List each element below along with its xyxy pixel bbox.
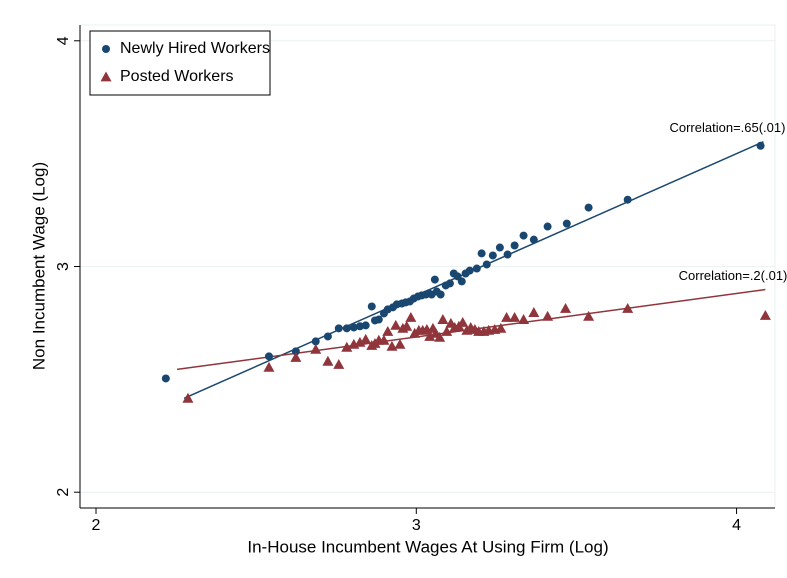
triangle-marker bbox=[457, 316, 469, 327]
circle-marker bbox=[367, 302, 376, 311]
circle-marker bbox=[323, 332, 332, 341]
circle-marker bbox=[102, 45, 110, 53]
circle-marker bbox=[756, 141, 765, 150]
x-tick-label: 4 bbox=[732, 517, 741, 534]
triangle-marker bbox=[441, 326, 453, 336]
circle-marker bbox=[510, 241, 519, 250]
circle-marker bbox=[562, 219, 571, 228]
triangle-marker bbox=[560, 302, 572, 313]
triangle-marker bbox=[341, 341, 353, 352]
annotation: Correlation=.2(.01) bbox=[679, 268, 787, 283]
circle-marker bbox=[543, 222, 552, 231]
triangle-marker bbox=[437, 314, 449, 324]
triangle-marker bbox=[434, 331, 446, 342]
y-tick-label: 2 bbox=[55, 488, 72, 497]
triangle-marker bbox=[405, 312, 417, 322]
legend-label: Posted Workers bbox=[120, 68, 234, 85]
triangle-marker bbox=[322, 355, 334, 366]
annotation: Correlation=.65(.01) bbox=[669, 120, 785, 135]
circle-marker bbox=[161, 374, 170, 383]
circle-marker bbox=[503, 250, 512, 259]
circle-marker bbox=[445, 279, 454, 288]
triangle-marker bbox=[378, 334, 390, 345]
circle-marker bbox=[519, 231, 528, 240]
circle-marker bbox=[349, 323, 358, 332]
legend-box bbox=[89, 30, 271, 96]
circle-marker bbox=[436, 290, 445, 299]
circle-marker bbox=[342, 324, 351, 333]
circle-marker bbox=[482, 260, 491, 269]
triangle-marker bbox=[509, 312, 521, 322]
circle-marker bbox=[291, 347, 300, 356]
triangle-marker bbox=[424, 330, 436, 341]
circle-marker bbox=[529, 235, 538, 244]
triangle-marker bbox=[333, 358, 345, 369]
legend-label: Newly Hired Workers bbox=[120, 40, 270, 57]
triangle-marker bbox=[394, 338, 406, 349]
triangle-marker bbox=[390, 319, 402, 330]
circle-marker bbox=[623, 195, 632, 204]
triangle-marker bbox=[382, 326, 394, 336]
triangle-marker bbox=[360, 333, 372, 344]
x-tick-label: 2 bbox=[92, 517, 101, 534]
y-axis-title: Non Incumbent Wage (Log) bbox=[29, 162, 48, 370]
triangle-marker bbox=[759, 309, 771, 320]
triangle-marker bbox=[622, 302, 634, 313]
triangle-marker bbox=[401, 320, 413, 331]
x-tick-label: 3 bbox=[412, 517, 421, 534]
circle-marker bbox=[264, 352, 273, 361]
circle-marker bbox=[488, 251, 497, 260]
triangle-marker bbox=[386, 340, 398, 351]
circle-marker bbox=[334, 324, 343, 333]
circle-marker bbox=[472, 264, 481, 273]
circle-marker bbox=[465, 266, 474, 275]
triangle-marker bbox=[100, 71, 112, 82]
triangle-marker bbox=[518, 314, 530, 324]
y-tick-label: 4 bbox=[55, 36, 72, 45]
y-tick-label: 3 bbox=[55, 262, 72, 271]
circle-marker bbox=[374, 315, 383, 324]
circle-marker bbox=[495, 243, 504, 252]
circle-marker bbox=[457, 277, 466, 286]
circle-marker bbox=[361, 321, 370, 330]
triangle-marker bbox=[354, 336, 366, 347]
triangle-marker bbox=[310, 343, 322, 354]
triangle-marker bbox=[182, 392, 194, 403]
triangle-marker bbox=[542, 310, 554, 321]
triangle-marker bbox=[501, 312, 513, 322]
circle-marker bbox=[477, 249, 486, 258]
triangle-marker bbox=[290, 351, 302, 362]
triangle-marker bbox=[263, 361, 275, 372]
triangle-marker bbox=[528, 307, 540, 317]
triangle-marker bbox=[495, 322, 507, 333]
circle-marker bbox=[584, 203, 593, 212]
circle-marker bbox=[430, 275, 439, 284]
x-axis-title: In-House Incumbent Wages At Using Firm (… bbox=[247, 537, 608, 556]
circle-marker bbox=[311, 337, 320, 346]
triangle-marker bbox=[583, 310, 595, 321]
